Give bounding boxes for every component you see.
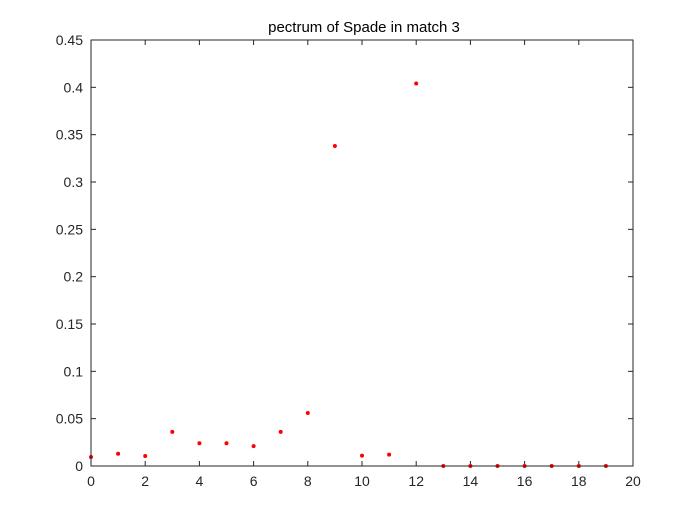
data-series <box>89 81 608 468</box>
y-tick-label: 0.1 <box>64 363 84 379</box>
x-tick-label: 2 <box>141 473 149 489</box>
x-tick-label: 6 <box>250 473 258 489</box>
y-tick-label: 0.25 <box>56 221 83 237</box>
y-tick-label: 0.4 <box>64 79 84 95</box>
data-point <box>305 410 310 415</box>
x-tick-label: 10 <box>354 473 370 489</box>
x-tick-label: 16 <box>517 473 533 489</box>
data-point <box>360 453 364 458</box>
data-point <box>170 429 175 434</box>
plot-area-border <box>90 39 634 467</box>
y-axis: 0 0.05 0.1 0.15 0.2 0.25 0.3 0.35 0.4 0.45 <box>56 32 633 474</box>
chart-title: pectrum of Spade in match 3 <box>268 19 460 36</box>
data-point <box>251 444 256 449</box>
data-point <box>387 452 392 457</box>
x-tick-label: 14 <box>463 473 479 489</box>
x-tick-label: 12 <box>408 473 424 489</box>
data-point <box>224 441 229 446</box>
y-tick-label: 0.05 <box>56 411 83 427</box>
x-tick-label: 0 <box>87 473 95 489</box>
data-point <box>197 441 202 446</box>
x-tick-label: 4 <box>196 473 204 489</box>
data-point <box>116 451 121 456</box>
data-point <box>332 144 337 149</box>
data-point <box>143 454 148 459</box>
y-tick-label: 0.35 <box>56 127 83 143</box>
y-tick-label: 0.45 <box>56 32 83 48</box>
data-point <box>414 81 419 86</box>
y-tick-label: 0 <box>75 458 83 474</box>
x-tick-label: 18 <box>571 473 587 489</box>
x-tick-label: 20 <box>625 473 641 489</box>
y-tick-label: 0.15 <box>56 316 83 332</box>
y-tick-label: 0.3 <box>64 174 84 190</box>
data-point <box>278 429 283 434</box>
x-tick-label: 8 <box>304 473 312 489</box>
y-tick-label: 0.2 <box>64 269 84 285</box>
